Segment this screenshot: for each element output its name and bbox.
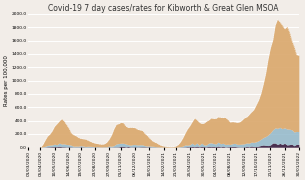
Title: Covid-19 7 day cases/rates for Kibworth & Great Glen MSOA: Covid-19 7 day cases/rates for Kibworth … <box>48 4 279 13</box>
Y-axis label: Rates per 100,000: Rates per 100,000 <box>4 55 9 106</box>
